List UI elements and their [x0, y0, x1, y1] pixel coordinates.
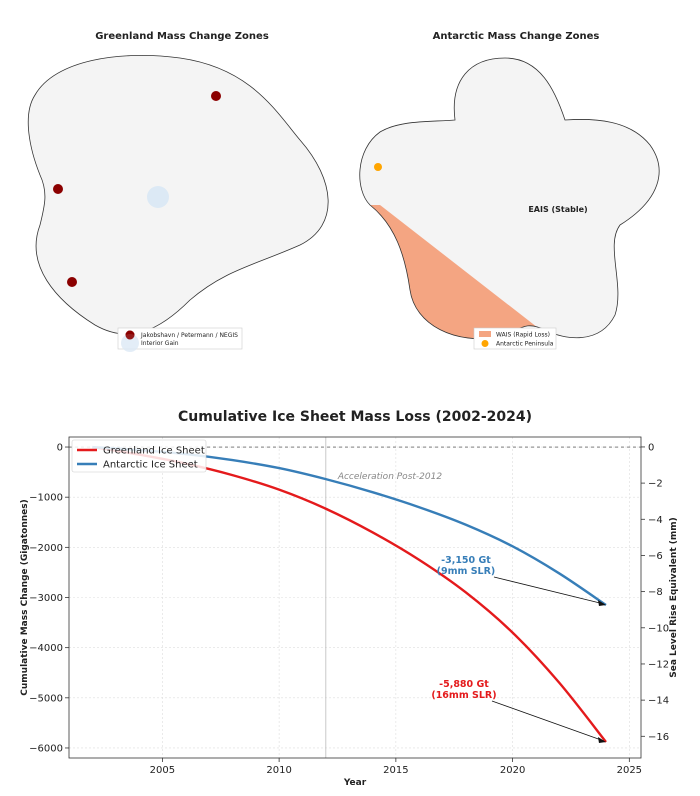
y-right-tick-label: −2	[648, 479, 663, 490]
y-tick-label: −3000	[29, 593, 63, 604]
legend-swatch-wais	[479, 331, 491, 337]
greenland-outline	[27, 55, 329, 335]
y-right-tick-label: 0	[648, 442, 654, 453]
y-axis-label: Cumulative Mass Change (Gigatonnes)	[20, 499, 30, 695]
antarctica-outline	[359, 57, 660, 340]
interior-gain-marker	[147, 186, 169, 208]
annotation-arrow	[491, 700, 605, 742]
y-right-tick-label: −12	[648, 659, 669, 670]
y-tick-label: −2000	[29, 543, 63, 554]
grid-layer	[69, 437, 641, 758]
outlet-glacier-marker	[211, 91, 221, 101]
annotation-slr: (9mm SLR)	[437, 566, 496, 577]
legend-box	[71, 439, 207, 473]
annotation-arrowhead	[597, 736, 606, 743]
legend-box	[473, 327, 557, 350]
annotation-layer: -3,150 Gt(9mm SLR) -5,880 Gt(16mm SLR)	[431, 555, 606, 743]
outlet-glacier-marker	[53, 184, 63, 194]
antarctic-panel-title: Antarctic Mass Change Zones	[433, 31, 600, 42]
annotation-arrow	[493, 576, 605, 605]
chart-legend: Greenland Ice Sheet Antarctic Ice Sheet	[71, 439, 207, 473]
annotation-value: -3,150 Gt	[441, 555, 491, 566]
vline-layer: Acceleration Post-2012	[325, 437, 443, 758]
acceleration-label: Acceleration Post-2012	[337, 472, 443, 482]
eais-label: EAIS (Stable)	[528, 205, 587, 214]
greenland-panel: Greenland Mass Change Zones Jakobshavn /…	[27, 31, 329, 352]
y-tick-label: −6000	[29, 743, 63, 754]
legend-label: Greenland Ice Sheet	[103, 446, 205, 457]
legend-label-interior: Interior Gain	[141, 340, 179, 347]
x-tick-label: 2020	[500, 765, 525, 776]
y-right-tick-label: −4	[648, 515, 663, 526]
x-tick-label: 2025	[617, 765, 642, 776]
y-tick-label: 0	[57, 443, 63, 454]
legend-label-outlets: Jakobshavn / Petermann / NEGIS	[140, 332, 238, 339]
annotation-arrowhead	[597, 600, 606, 607]
x-axis-label: Year	[343, 778, 367, 788]
y-right-tick-label: −6	[648, 551, 663, 562]
legend-marker-interior	[121, 334, 139, 352]
tick-layer: 2005 2010 2015 2020 2025 0 −1000 −2000 −3000 −400…	[29, 442, 669, 776]
antarctic-legend: WAIS (Rapid Loss) Antarctic Peninsula	[473, 327, 557, 350]
legend-label-wais: WAIS (Rapid Loss)	[496, 332, 550, 339]
greenland-panel-title: Greenland Mass Change Zones	[95, 31, 269, 42]
antarctica-outline-fill	[359, 58, 660, 339]
x-tick-label: 2005	[150, 765, 175, 776]
y-right-tick-label: −14	[648, 696, 669, 707]
y-right-tick-label: −16	[648, 732, 669, 743]
legend-box	[117, 327, 243, 350]
x-tick-label: 2010	[266, 765, 291, 776]
legend-label: Antarctic Ice Sheet	[103, 460, 198, 471]
legend-marker-outlet-top	[125, 330, 135, 340]
x-tick-label: 2015	[383, 765, 408, 776]
y-tick-label: −5000	[29, 693, 63, 704]
y-right-tick-label: −8	[648, 587, 663, 598]
y-axis-right-label: Sea Level Rise Equivalent (mm)	[669, 517, 679, 677]
mass-loss-chart: Cumulative Ice Sheet Mass Loss (2002-202…	[20, 409, 679, 788]
legend-label-peninsula: Antarctic Peninsula	[496, 341, 554, 348]
y-tick-label: −1000	[29, 493, 63, 504]
y-tick-label: −4000	[29, 643, 63, 654]
greenland-legend: Jakobshavn / Petermann / NEGIS Interior …	[117, 327, 243, 352]
antarctic-panel: Antarctic Mass Change Zones EAIS (Stable…	[359, 31, 660, 350]
chart-title: Cumulative Ice Sheet Mass Loss (2002-202…	[178, 409, 532, 425]
legend-marker-peninsula	[481, 340, 489, 347]
peninsula-marker	[374, 163, 382, 171]
annotation-slr: (16mm SLR)	[431, 690, 496, 701]
annotation-value: -5,880 Gt	[439, 679, 489, 690]
outlet-glacier-marker	[67, 277, 77, 287]
y-right-tick-label: −10	[648, 623, 669, 634]
